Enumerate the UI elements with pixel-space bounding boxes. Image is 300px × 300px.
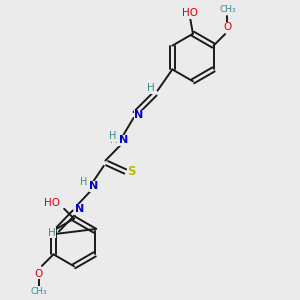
Text: N: N — [134, 110, 144, 120]
Text: HO: HO — [182, 8, 198, 18]
Text: S: S — [128, 165, 136, 178]
Text: N: N — [89, 181, 98, 191]
Text: CH₃: CH₃ — [219, 5, 236, 14]
Text: O: O — [34, 268, 43, 278]
Text: HO: HO — [44, 198, 60, 208]
Text: CH₃: CH₃ — [30, 287, 47, 296]
Text: H: H — [109, 131, 117, 141]
Text: H: H — [48, 228, 56, 238]
Text: H: H — [110, 135, 118, 145]
Text: H: H — [80, 177, 87, 188]
Text: N: N — [119, 135, 128, 145]
Text: H: H — [147, 83, 155, 93]
Text: O: O — [223, 22, 232, 32]
Text: N: N — [75, 204, 84, 214]
